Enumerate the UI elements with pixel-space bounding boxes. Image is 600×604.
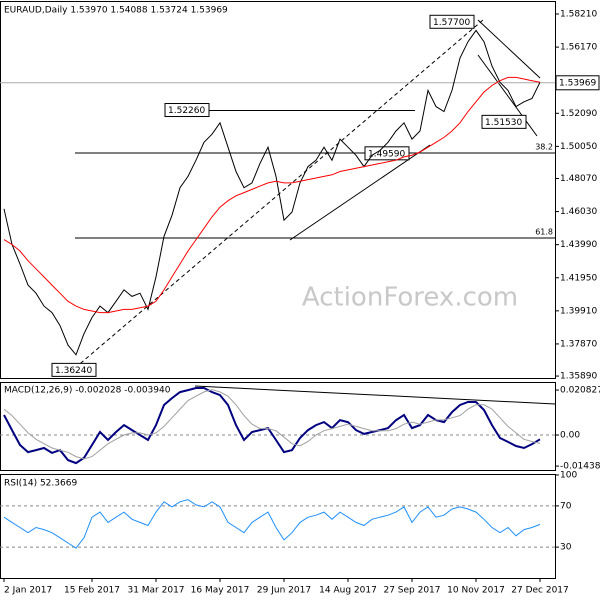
y-tick-label: 1.41950	[560, 273, 597, 283]
y-tick-label: 1.50050	[560, 142, 597, 152]
line-series	[3, 76, 541, 314]
fib-label: 38.2	[535, 143, 553, 152]
y-tick-label: 70	[560, 501, 572, 511]
macd-panel	[0, 382, 556, 471]
x-tick-label: 27 Dec 2017	[511, 586, 569, 596]
price-panel	[0, 1, 556, 379]
line-series	[3, 499, 541, 549]
y-tick-label: 0.00	[560, 431, 580, 441]
last-price-box	[555, 75, 600, 91]
y-tick-label: 1.48070	[560, 174, 597, 184]
price-label: 1.36240	[55, 366, 92, 376]
y-tick-label: 1.56170	[560, 43, 597, 53]
x-tick-label: 29 Jun 2017	[257, 586, 311, 596]
x-tick-label: 27 Sep 2017	[383, 586, 440, 596]
line-series	[3, 387, 541, 465]
y-tick-label: 0.020827	[560, 386, 600, 396]
fib-label: 61.8	[535, 228, 553, 237]
last-price-label: 1.53969	[559, 78, 596, 88]
panel-title: RSI(14) 52.3669	[4, 479, 77, 489]
price-label: 1.51530	[485, 118, 522, 128]
price-label: 1.57700	[433, 18, 470, 28]
price-label-box	[429, 14, 475, 29]
price-label: 1.52260	[168, 106, 205, 116]
watermark: ActionForex.com	[302, 283, 518, 313]
trend-line	[477, 19, 541, 79]
x-tick-label: 10 Nov 2017	[447, 586, 505, 596]
price-label-box	[51, 362, 97, 377]
y-tick-label: 1.52090	[560, 109, 597, 119]
y-tick-label: 30	[560, 543, 572, 553]
y-tick-label: 1.35890	[560, 372, 597, 382]
y-tick-label: 1.43990	[560, 240, 597, 250]
y-tick-label: 1.58210	[560, 10, 597, 20]
y-tick-label: 1.39910	[560, 306, 597, 316]
chart-title: EURAUD,Daily 1.53970 1.54088 1.53724 1.5…	[4, 6, 228, 16]
x-tick-label: 2 Jan 2017	[4, 586, 52, 596]
line-series	[3, 29, 541, 356]
divergence-line	[194, 385, 556, 405]
y-tick-label: 100	[560, 471, 577, 481]
y-tick-label: 1.37870	[560, 339, 597, 349]
x-tick-label: 14 Aug 2017	[319, 586, 377, 596]
price-label-box	[364, 146, 410, 161]
price-label: 1.49590	[368, 149, 405, 159]
y-tick-label: 1.46030	[560, 207, 597, 217]
trend-line	[477, 54, 538, 137]
x-tick-label: 16 May 2017	[191, 586, 250, 596]
trend-line	[289, 144, 431, 241]
price-label-box	[481, 114, 527, 129]
x-tick-label: 31 Mar 2017	[127, 586, 184, 596]
rsi-panel	[0, 474, 556, 579]
y-tick-label: -0.014386	[560, 462, 600, 472]
x-tick-label: 15 Feb 2017	[64, 586, 120, 596]
line-series	[3, 389, 541, 460]
panel-title: MACD(12,26,9) -0.002028 -0.003940	[4, 386, 171, 396]
